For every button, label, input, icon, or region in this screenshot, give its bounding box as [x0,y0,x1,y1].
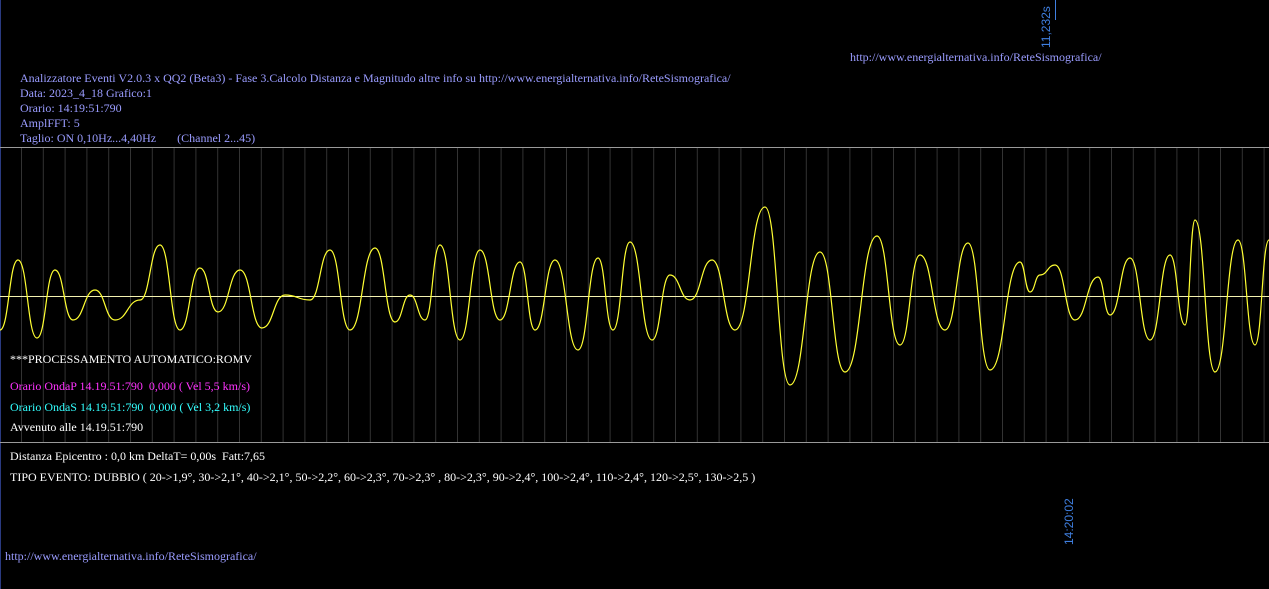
grid [21,148,1265,442]
event-type: TIPO EVENTO: DUBBIO ( 20->1,9°, 30->2,1°… [10,470,755,484]
onda-s: Orario OndaS 14.19.51:790 0,000 ( Vel 3,… [10,400,250,414]
time-marker: 14:20:02 [1062,498,1076,545]
footer-url: http://www.energialternativa.info/ReteSi… [5,549,257,563]
header-line: Taglio: ON 0,10Hz...4,40Hz (Channel 2...… [20,131,255,145]
distance: Distanza Epicentro : 0,0 km DeltaT= 0,00… [10,449,265,463]
header-url: http://www.energialternativa.info/ReteSi… [850,50,1102,64]
onda-p: Orario OndaP 14.19.51:790 0,000 ( Vel 5,… [10,379,250,393]
duration-label: 11,232s [1039,6,1053,48]
header-line: Analizzatore Eventi V2.0.3 x QQ2 (Beta3)… [20,71,731,85]
waveform [0,206,1269,386]
header-line: Data: 2023_4_18 Grafico:1 [20,86,152,100]
processing-title: ***PROCESSAMENTO AUTOMATICO:ROMV [10,352,252,366]
avvenuto: Avvenuto alle 14.19.51:790 [10,420,143,434]
header-line: Orario: 14:19:51:790 [20,101,122,115]
header-line: AmplFFT: 5 [20,116,80,130]
